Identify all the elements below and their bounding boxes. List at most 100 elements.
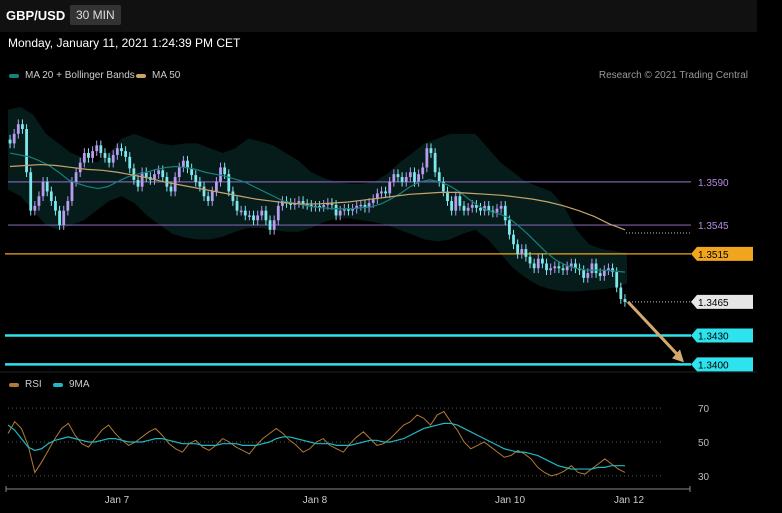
level-label-box-1.3515	[691, 246, 753, 261]
candle-body	[268, 220, 272, 230]
candle-body	[507, 220, 511, 235]
candle-body	[161, 170, 165, 178]
candle-body	[281, 201, 284, 206]
level-label-1.3400: 1.3400	[698, 360, 729, 371]
candle-body	[8, 139, 12, 144]
level-label-box-1.3430	[691, 328, 753, 343]
candle-body	[144, 172, 148, 178]
candle-body	[309, 204, 313, 207]
symbol-label[interactable]: GBP/USD	[6, 8, 66, 23]
candle-body	[574, 263, 577, 269]
candle-body	[305, 203, 309, 206]
candle-body	[512, 234, 515, 245]
legend-label-rsi: RSI	[25, 379, 42, 390]
candle-body	[194, 175, 198, 182]
candle-body	[338, 210, 342, 216]
candle-body	[198, 181, 202, 187]
candle-body	[495, 208, 499, 213]
candle-body	[413, 172, 416, 182]
candle-body	[21, 124, 24, 130]
candle-body	[569, 263, 573, 267]
candle-body	[297, 201, 301, 203]
candle-body	[206, 196, 210, 202]
candle-body	[235, 201, 239, 211]
candle-body	[243, 210, 247, 216]
candle-body	[557, 266, 561, 269]
candle-body	[58, 210, 61, 226]
candle-body	[37, 196, 41, 206]
ma20-line	[9, 152, 626, 273]
candle-body	[25, 129, 28, 173]
candle-body	[91, 151, 94, 158]
candle-body	[223, 167, 227, 175]
candle-body	[169, 186, 173, 192]
candle-body	[227, 174, 231, 192]
candle-body	[582, 270, 586, 278]
candle-body	[499, 205, 503, 209]
candle-body	[363, 204, 367, 208]
candle-body	[454, 196, 458, 211]
candle-body	[516, 244, 520, 254]
forecast-arrow-shaft	[626, 300, 682, 359]
candle-body	[375, 193, 379, 200]
header-bar: GBP/USD 30 MIN	[0, 0, 757, 32]
legend-swatch-rsi	[9, 383, 19, 387]
candle-body	[140, 172, 144, 187]
candle-body	[41, 181, 45, 197]
candle-body	[128, 156, 132, 169]
candle-body	[49, 191, 53, 202]
candle-body	[132, 168, 136, 180]
legend-label-9ma: 9MA	[69, 379, 90, 390]
rsi-tick-30: 30	[698, 472, 710, 483]
legend-swatch-bollinger	[9, 74, 19, 78]
time-axis-label: Jan 12	[614, 495, 644, 506]
candle-body	[87, 153, 90, 158]
candle-body	[252, 215, 255, 221]
rsi-tick-50: 50	[698, 438, 710, 449]
candle-body	[231, 191, 235, 202]
candle-body	[351, 208, 354, 211]
candle-body	[553, 266, 557, 269]
candle-body	[276, 205, 280, 221]
candle-body	[586, 273, 590, 278]
candle-body	[541, 258, 544, 264]
candle-body	[318, 205, 321, 208]
candle-body	[396, 174, 400, 178]
candle-body	[466, 207, 470, 211]
candle-body	[248, 215, 251, 217]
level-label-1.3430: 1.3430	[698, 332, 729, 343]
candle-body	[565, 266, 569, 271]
level-label-box-1.3465	[691, 294, 753, 309]
candle-body	[153, 174, 156, 180]
candle-body	[355, 205, 359, 209]
legend-label-ma50: MA 50	[152, 70, 181, 81]
candle-body	[619, 287, 623, 300]
candle-body	[400, 177, 404, 182]
candle-body	[190, 168, 194, 176]
candle-body	[29, 172, 33, 211]
candle-body	[136, 179, 140, 187]
candle-body	[330, 202, 334, 205]
candle-body	[528, 256, 532, 264]
candle-body	[186, 160, 189, 169]
candle-body	[611, 268, 614, 273]
candle-body	[107, 157, 111, 163]
candle-body	[54, 201, 57, 211]
candle-body	[347, 208, 350, 211]
candle-body	[371, 199, 375, 203]
ma50-line	[9, 163, 626, 231]
candle-body	[561, 268, 565, 271]
level-label-1.3515: 1.3515	[698, 250, 729, 261]
level-label-1.3465: 1.3465	[698, 298, 729, 309]
candle-body	[421, 167, 425, 175]
candle-body	[239, 210, 243, 213]
candle-body	[326, 202, 330, 205]
candle-body	[532, 263, 536, 269]
candle-body	[111, 154, 115, 163]
candle-body	[404, 177, 408, 182]
timeframe-button[interactable]: 30 MIN	[70, 5, 121, 25]
credit-text: Research © 2021 Trading Central	[598, 70, 748, 81]
candle-body	[524, 249, 528, 257]
candle-body	[425, 148, 429, 168]
